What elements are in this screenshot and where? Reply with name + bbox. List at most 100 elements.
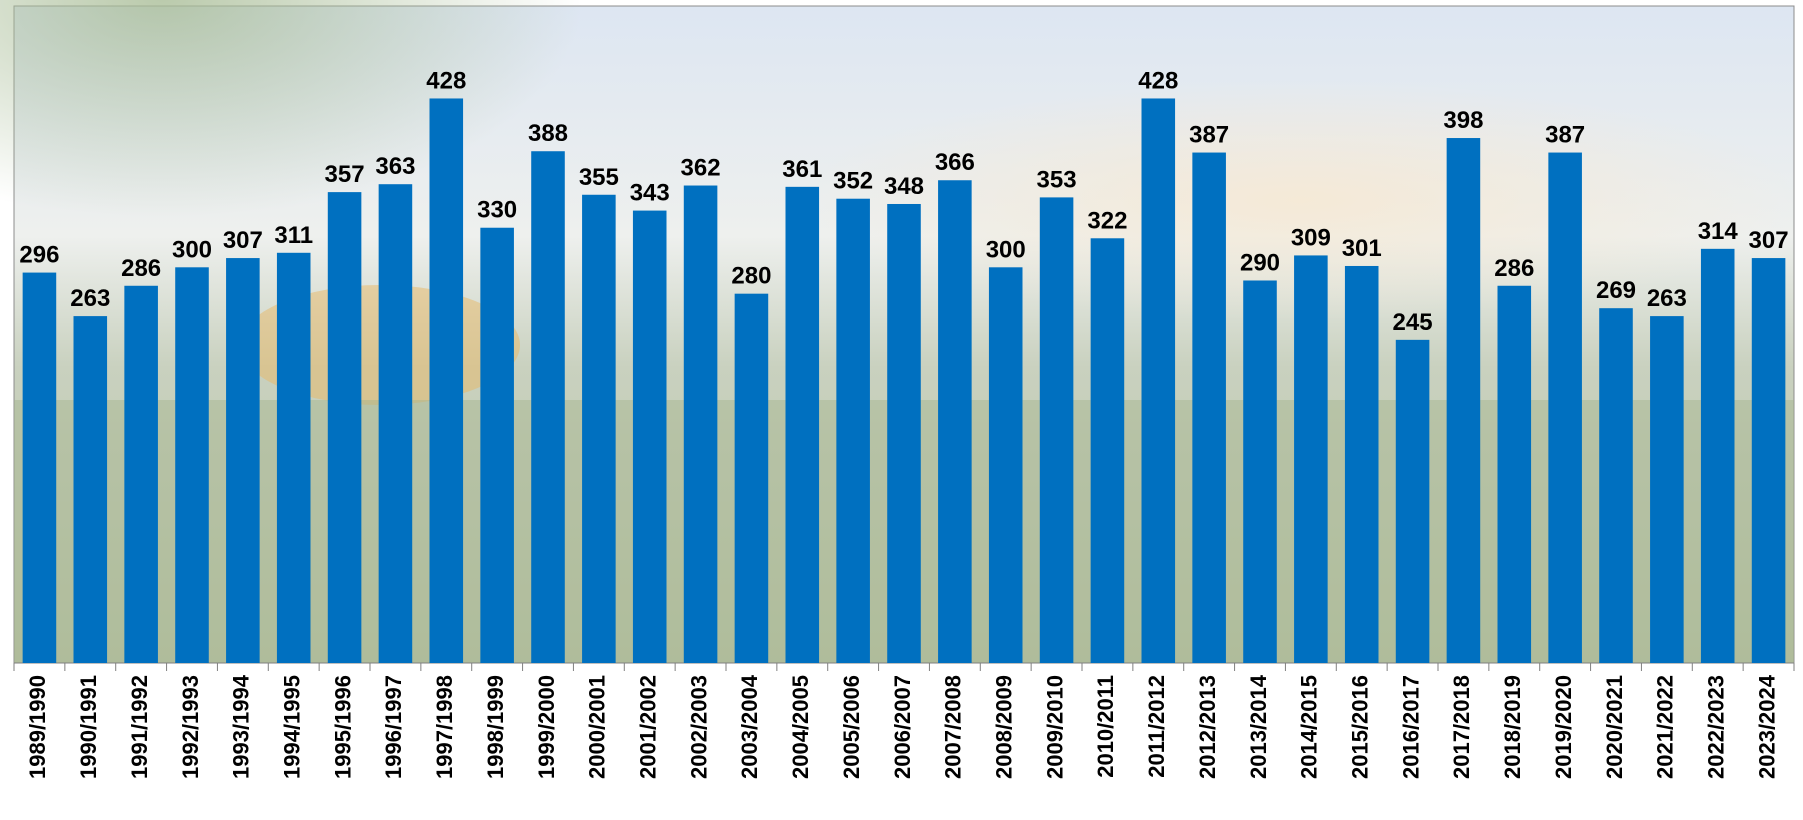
value-label: 322 bbox=[1087, 207, 1127, 234]
value-label: 307 bbox=[1749, 227, 1789, 254]
bar bbox=[175, 267, 209, 663]
value-label: 357 bbox=[325, 161, 365, 188]
x-tick-label: 2018/2019 bbox=[1500, 675, 1525, 779]
x-tick-label: 2010/2011 bbox=[1093, 675, 1118, 778]
value-label: 387 bbox=[1189, 122, 1229, 149]
x-tick-label: 2008/2009 bbox=[992, 675, 1017, 779]
bar bbox=[1243, 280, 1277, 663]
x-tick-label: 2004/2005 bbox=[788, 675, 813, 779]
bar bbox=[1447, 138, 1481, 663]
x-tick-label: 2014/2015 bbox=[1297, 675, 1322, 779]
value-label: 388 bbox=[528, 120, 568, 147]
value-label: 309 bbox=[1291, 224, 1331, 251]
bar bbox=[684, 186, 718, 663]
x-tick-label: 2000/2001 bbox=[585, 675, 610, 779]
bar bbox=[1701, 249, 1735, 663]
x-tick-label: 2023/2024 bbox=[1754, 674, 1779, 779]
bar bbox=[1548, 153, 1582, 663]
bar bbox=[735, 294, 769, 663]
x-tick-label: 2006/2007 bbox=[890, 675, 915, 779]
bar bbox=[938, 180, 972, 663]
x-tick-label: 2007/2008 bbox=[941, 675, 966, 779]
bar bbox=[480, 228, 514, 663]
x-tick-label: 1997/1998 bbox=[432, 675, 457, 779]
value-label: 245 bbox=[1393, 309, 1433, 336]
bar bbox=[1650, 316, 1684, 663]
bar bbox=[1192, 153, 1226, 663]
x-tick-label: 2019/2020 bbox=[1551, 675, 1576, 779]
bar bbox=[1599, 308, 1633, 663]
value-label: 387 bbox=[1545, 122, 1585, 149]
bar bbox=[989, 267, 1023, 663]
value-label: 398 bbox=[1443, 107, 1483, 134]
x-tick-label: 1999/2000 bbox=[534, 675, 559, 779]
x-tick-label: 2012/2013 bbox=[1195, 675, 1220, 779]
value-label: 311 bbox=[274, 222, 313, 249]
value-label: 366 bbox=[935, 149, 975, 176]
x-tick-label: 1994/1995 bbox=[280, 675, 305, 779]
bar bbox=[1752, 258, 1786, 663]
value-label: 263 bbox=[1647, 285, 1687, 312]
bar bbox=[328, 192, 362, 663]
x-tick-label: 2015/2016 bbox=[1348, 675, 1373, 779]
value-label: 300 bbox=[986, 236, 1026, 263]
bar bbox=[124, 286, 158, 663]
bar bbox=[23, 273, 57, 663]
value-label: 348 bbox=[884, 173, 924, 200]
x-tick-label: 1996/1997 bbox=[381, 675, 406, 779]
bar bbox=[1396, 340, 1430, 663]
x-tick-label: 1992/1993 bbox=[178, 675, 203, 779]
bar bbox=[1498, 286, 1532, 663]
x-tick-label: 2022/2023 bbox=[1704, 675, 1729, 779]
value-label: 353 bbox=[1037, 166, 1077, 193]
bar bbox=[74, 316, 108, 663]
bar bbox=[1294, 255, 1328, 663]
chart: 1989/19902961990/19912631991/19922861992… bbox=[0, 0, 1803, 820]
value-label: 296 bbox=[19, 242, 59, 269]
x-tick-label: 2001/2002 bbox=[636, 675, 661, 779]
value-label: 343 bbox=[630, 180, 670, 207]
value-label: 300 bbox=[172, 236, 212, 263]
bar bbox=[1345, 266, 1379, 663]
page: 1989/19902961990/19912631991/19922861992… bbox=[0, 0, 1803, 820]
bar bbox=[1040, 197, 1074, 663]
x-tick-label: 1993/1994 bbox=[229, 674, 254, 779]
value-label: 428 bbox=[426, 67, 466, 94]
x-tick-label: 2013/2014 bbox=[1246, 674, 1271, 779]
bar bbox=[277, 253, 311, 663]
value-label: 280 bbox=[731, 263, 771, 290]
value-label: 355 bbox=[579, 164, 619, 191]
x-tick-label: 1998/1999 bbox=[483, 675, 508, 779]
x-tick-label: 1991/1992 bbox=[127, 675, 152, 779]
bar bbox=[633, 211, 667, 663]
value-label: 263 bbox=[70, 285, 110, 312]
x-tick-label: 1995/1996 bbox=[330, 675, 355, 779]
value-label: 363 bbox=[375, 153, 415, 180]
x-tick-label: 2003/2004 bbox=[737, 674, 762, 779]
bar bbox=[531, 151, 565, 663]
x-tick-label: 2002/2003 bbox=[686, 675, 711, 779]
bar bbox=[887, 204, 921, 663]
value-label: 290 bbox=[1240, 249, 1280, 276]
bar bbox=[582, 195, 616, 663]
value-label: 330 bbox=[477, 197, 517, 224]
x-tick-label: 2016/2017 bbox=[1398, 675, 1423, 779]
bar bbox=[786, 187, 820, 663]
value-label: 314 bbox=[1698, 218, 1739, 245]
x-tick-label: 2005/2006 bbox=[839, 675, 864, 779]
bar bbox=[836, 199, 870, 663]
bar bbox=[430, 98, 464, 663]
value-label: 307 bbox=[223, 227, 263, 254]
x-tick-label: 2020/2021 bbox=[1602, 675, 1627, 779]
value-label: 352 bbox=[833, 168, 873, 195]
value-label: 286 bbox=[1494, 255, 1534, 282]
value-label: 286 bbox=[121, 255, 161, 282]
value-label: 301 bbox=[1342, 235, 1382, 262]
x-tick-label: 2021/2022 bbox=[1653, 675, 1678, 779]
value-label: 362 bbox=[681, 155, 721, 182]
x-tick-label: 2009/2010 bbox=[1042, 675, 1067, 779]
value-label: 361 bbox=[782, 156, 822, 183]
value-label: 428 bbox=[1138, 67, 1178, 94]
x-tick-label: 1990/1991 bbox=[76, 675, 101, 779]
bar bbox=[1142, 98, 1176, 663]
